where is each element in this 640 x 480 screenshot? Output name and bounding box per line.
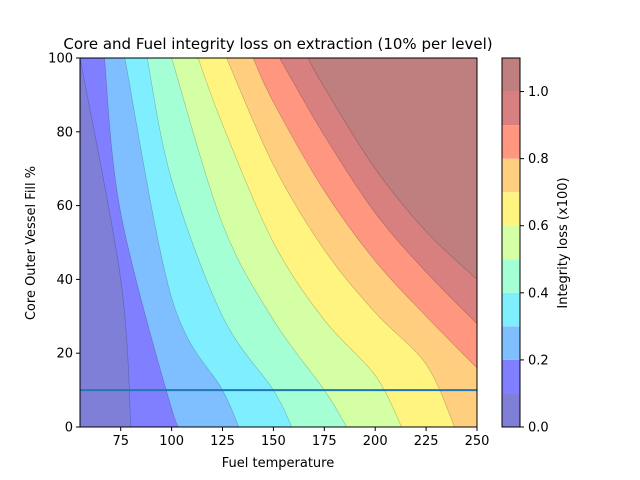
axes: 75 100 125 150 175 200 225 250 0 20 40 60 80 100 bbox=[48, 52, 489, 450]
colorbar-segment bbox=[502, 225, 520, 260]
contour-band-10 bbox=[308, 58, 477, 280]
colorbar-segment bbox=[502, 292, 520, 327]
colorbar-segment bbox=[502, 125, 520, 159]
x-tick-label: 200 bbox=[363, 434, 388, 449]
contour-line-4 bbox=[146, 58, 293, 427]
x-tick-label: 100 bbox=[159, 434, 184, 449]
x-tick-label: 150 bbox=[261, 434, 286, 449]
colorbar-segment bbox=[502, 326, 520, 360]
colorbar-segment bbox=[502, 359, 520, 394]
contour-line-9 bbox=[279, 58, 477, 324]
contour-line-2 bbox=[104, 58, 185, 427]
y-tick-label: 20 bbox=[56, 347, 73, 362]
colorbar: 0.0 0.2 0.4 0.6 0.8 1.0 bbox=[501, 57, 549, 436]
x-tick-label: 250 bbox=[465, 434, 490, 449]
colorbar-segment bbox=[502, 158, 520, 193]
x-axis-label: Fuel temperature bbox=[222, 456, 334, 471]
chart-title: Core and Fuel integrity loss on extracti… bbox=[63, 35, 492, 53]
y-tick-label: 80 bbox=[56, 125, 73, 140]
x-tick-label: 225 bbox=[414, 434, 439, 449]
colorbar-tick-label: 0.4 bbox=[528, 286, 549, 301]
plot-frame bbox=[79, 57, 478, 428]
colorbar-segment bbox=[502, 58, 520, 92]
y-tick-label: 100 bbox=[48, 52, 73, 67]
colorbar-segment bbox=[502, 91, 520, 126]
y-tick-label: 0 bbox=[65, 421, 73, 436]
colorbar-tick-label: 0.0 bbox=[528, 421, 549, 436]
contour-line-7 bbox=[226, 58, 455, 427]
colorbar-tick-label: 0.8 bbox=[528, 152, 549, 167]
colorbar-segment bbox=[502, 192, 520, 226]
colorbar-tick-label: 0.2 bbox=[528, 353, 549, 368]
colorbar-segment bbox=[502, 393, 520, 427]
colorbar-tick-label: 1.0 bbox=[528, 85, 549, 100]
contour-line-8 bbox=[252, 58, 477, 369]
contour-line-10 bbox=[307, 58, 477, 280]
x-tick-label: 175 bbox=[312, 434, 337, 449]
colorbar-label: Integrity loss (x100) bbox=[556, 177, 571, 308]
colorbar-segment bbox=[502, 259, 520, 293]
contour-line-6 bbox=[197, 58, 402, 427]
y-tick-label: 40 bbox=[56, 273, 73, 288]
colorbar-tick-label: 0.6 bbox=[528, 219, 549, 234]
plot-area bbox=[80, 58, 477, 427]
contour-line-5 bbox=[171, 58, 347, 427]
colorbar-frame bbox=[501, 57, 521, 428]
x-tick-label: 75 bbox=[112, 434, 129, 449]
y-axis-label: Core Outer Vessel Fill % bbox=[24, 166, 39, 320]
contour-line-3 bbox=[124, 58, 240, 427]
y-tick-label: 60 bbox=[56, 199, 73, 214]
x-tick-label: 125 bbox=[210, 434, 235, 449]
